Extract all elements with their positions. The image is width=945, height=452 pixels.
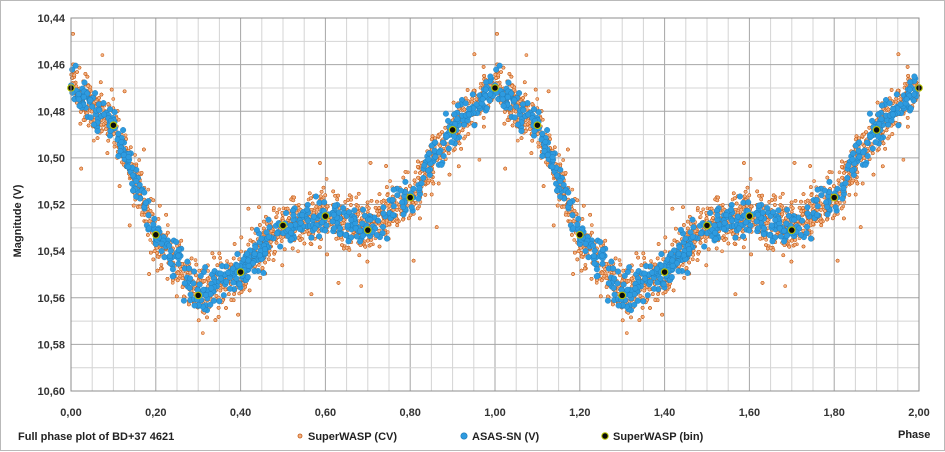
superwasp-cv-point (207, 269, 210, 272)
superwasp-cv-point (548, 134, 551, 137)
superwasp-cv-point (625, 332, 628, 335)
superwasp-cv-point (149, 238, 152, 241)
superwasp-cv-point (275, 215, 278, 218)
superwasp-cv-point (584, 263, 587, 266)
superwasp-cv-point (888, 135, 891, 138)
superwasp-cv-point (478, 158, 481, 161)
superwasp-cv-point (618, 259, 621, 262)
superwasp-cv-point (360, 285, 363, 288)
superwasp-cv-point (525, 54, 528, 57)
superwasp-cv-point (160, 263, 163, 266)
superwasp-cv-point (134, 153, 137, 156)
superwasp-cv-point (721, 250, 724, 253)
superwasp-cv-point (631, 269, 634, 272)
superwasp-cv-point (464, 135, 467, 138)
superwasp-cv-point (389, 180, 392, 183)
superwasp-cv-point (813, 180, 816, 183)
superwasp-cv-point (113, 141, 116, 144)
superwasp-cv-point (325, 177, 328, 180)
superwasp-cv-point (779, 196, 782, 199)
superwasp-cv-point (573, 238, 576, 241)
superwasp-cv-point (92, 139, 95, 142)
superwasp-cv-point (664, 250, 667, 253)
superwasp-cv-point (138, 159, 141, 162)
superwasp-cv-point (838, 171, 841, 174)
superwasp-cv-point (355, 196, 358, 199)
superwasp-cv-point (702, 208, 705, 211)
superwasp-cv-point (536, 97, 539, 100)
superwasp-cv-point (537, 145, 540, 148)
superwasp-cv-point (902, 158, 905, 161)
superwasp-cv-point (297, 250, 300, 253)
superwasp-cv-point (681, 264, 684, 267)
superwasp-cv-point (590, 224, 593, 227)
superwasp-cv-point (516, 139, 519, 142)
superwasp-cv-point (240, 250, 243, 253)
superwasp-cv-point (562, 159, 565, 162)
superwasp-cv-point (278, 208, 281, 211)
superwasp-cv-point (649, 260, 652, 263)
superwasp-cv-point (558, 153, 561, 156)
superwasp-cv-point (124, 134, 127, 137)
superwasp-cv-point (749, 177, 752, 180)
superwasp-cv-point (113, 145, 116, 148)
superwasp-cv-point (414, 171, 417, 174)
superwasp-cv-point (784, 285, 787, 288)
superwasp-cv-point (101, 54, 104, 57)
superwasp-cv-point (225, 260, 228, 263)
superwasp-cv-point (166, 224, 169, 227)
superwasp-cv-point (537, 141, 540, 144)
superwasp-cv-point (147, 188, 150, 191)
superwasp-cv-point (257, 264, 260, 267)
superwasp-cv-point (571, 188, 574, 191)
superwasp-cv-point (201, 332, 204, 335)
superwasp-cv-point (699, 215, 702, 218)
superwasp-cv-point (194, 259, 197, 262)
superwasp-cv-point (112, 97, 115, 100)
